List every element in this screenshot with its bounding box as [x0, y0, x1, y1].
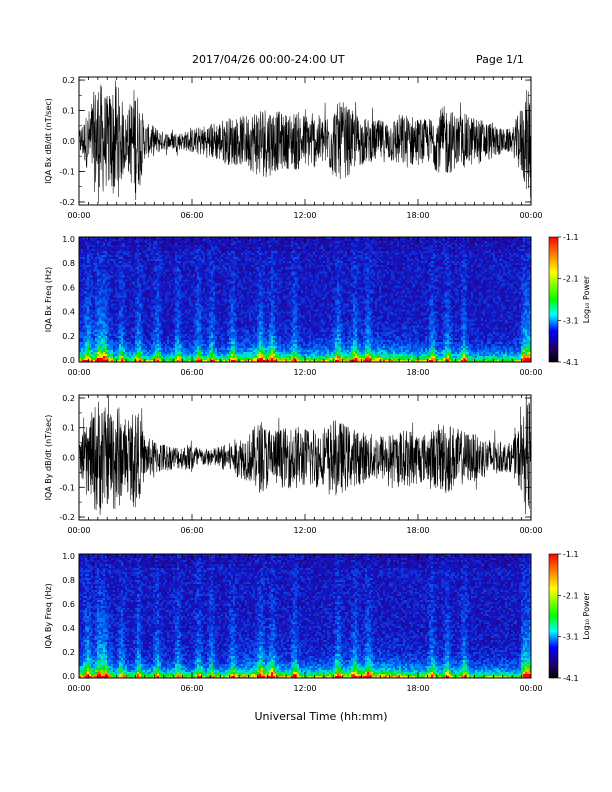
bx-dbdt-timeseries-panel: 0.2 0.1 0.0 -0.1 -0.2 00:00 06:00 12:00 18:00 00:… [44, 76, 543, 220]
x-tick-label: 18:00 [406, 684, 429, 693]
by-spectrogram-panel: 1.0 0.8 0.6 0.4 0.2 0.0 -1.1 -2.1 -3.1 -4.1 Log₁₀ … [44, 550, 591, 693]
colorbar-tick-label: -4.1 [563, 674, 579, 683]
y-tick-label: 0.2 [62, 394, 75, 403]
x-tick-label: 00:00 [519, 368, 542, 377]
x-tick-label: 06:00 [180, 526, 203, 535]
x-tick-label: 12:00 [293, 211, 316, 220]
x-tick-label: 00:00 [519, 211, 542, 220]
page-title: 2017/04/26 00:00-24:00 UT [192, 53, 345, 66]
colorbar-tick-label: -1.1 [563, 233, 579, 242]
colorbar-tick-label: -4.1 [563, 358, 579, 367]
x-tick-label: 06:00 [180, 368, 203, 377]
y-axis-label: IQA By Freq (Hz) [44, 583, 53, 649]
spectrogram-image [79, 554, 531, 678]
y-tick-label: 0.8 [62, 259, 75, 268]
x-tick-label: 00:00 [67, 368, 90, 377]
y-tick-label: 0.4 [62, 624, 75, 633]
y-axis-label: IQA Bx dB/dt (nT/sec) [44, 98, 53, 184]
y-tick-label: 0.6 [62, 283, 75, 292]
x-tick-label: 18:00 [406, 526, 429, 535]
colorbar-tick-label: -3.1 [563, 316, 579, 325]
page-number: Page 1/1 [476, 53, 524, 66]
colorbar-label: Log₁₀ Power [582, 275, 591, 323]
x-tick-label: 00:00 [519, 684, 542, 693]
x-tick-label: 12:00 [293, 526, 316, 535]
dbdt-series-line [79, 395, 531, 515]
y-tick-label: 0.6 [62, 600, 75, 609]
x-tick-label: 00:00 [67, 211, 90, 220]
colorbar-tick-label: -1.1 [563, 550, 579, 559]
colorbar-tick-label: -2.1 [563, 275, 579, 284]
y-tick-label: 0.1 [62, 107, 75, 116]
x-tick-label: 00:00 [519, 526, 542, 535]
x-tick-label: 12:00 [293, 684, 316, 693]
spectrogram-image [79, 237, 531, 362]
x-tick-label: 00:00 [67, 526, 90, 535]
y-tick-label: 0.2 [62, 332, 75, 341]
bx-spectrogram-panel: 1.0 0.8 0.6 0.4 0.2 0.0 -1.1 -2.1 -3.1 -4.1 Log₁₀ … [44, 233, 591, 377]
by-dbdt-timeseries-panel: 0.2 0.1 0.0 -0.1 -0.2 00:00 06:00 12:00 18:00 00:… [44, 394, 543, 535]
colorbar-label: Log₁₀ Power [582, 592, 591, 640]
y-axis-label: IQA Bx Freq (Hz) [44, 267, 53, 333]
y-tick-label: 0.0 [62, 137, 75, 146]
colorbar [548, 553, 559, 679]
y-tick-label: 0.2 [62, 76, 75, 85]
y-axis-label: IQA By dB/dt (nT/sec) [44, 415, 53, 501]
y-tick-label: -0.2 [59, 198, 75, 207]
y-tick-label: 0.1 [62, 424, 75, 433]
x-axis-title: Universal Time (hh:mm) [254, 710, 388, 723]
y-tick-label: -0.2 [59, 513, 75, 522]
y-tick-label: -0.1 [59, 483, 75, 492]
y-tick-label: 0.0 [62, 356, 75, 365]
y-tick-label: 0.8 [62, 576, 75, 585]
colorbar [548, 236, 559, 363]
x-tick-label: 18:00 [406, 368, 429, 377]
x-tick-label: 00:00 [67, 684, 90, 693]
y-tick-label: 0.0 [62, 454, 75, 463]
x-tick-label: 06:00 [180, 684, 203, 693]
y-tick-label: 0.0 [62, 672, 75, 681]
x-tick-label: 06:00 [180, 211, 203, 220]
y-tick-label: 0.4 [62, 308, 75, 317]
x-tick-label: 12:00 [293, 368, 316, 377]
y-tick-label: 1.0 [62, 552, 75, 561]
x-tick-label: 18:00 [406, 211, 429, 220]
y-tick-label: 0.2 [62, 648, 75, 657]
y-tick-label: 1.0 [62, 235, 75, 244]
colorbar-tick-label: -2.1 [563, 591, 579, 600]
dbdt-series-line [79, 80, 531, 203]
colorbar-tick-label: -3.1 [563, 633, 579, 642]
y-tick-label: -0.1 [59, 167, 75, 176]
